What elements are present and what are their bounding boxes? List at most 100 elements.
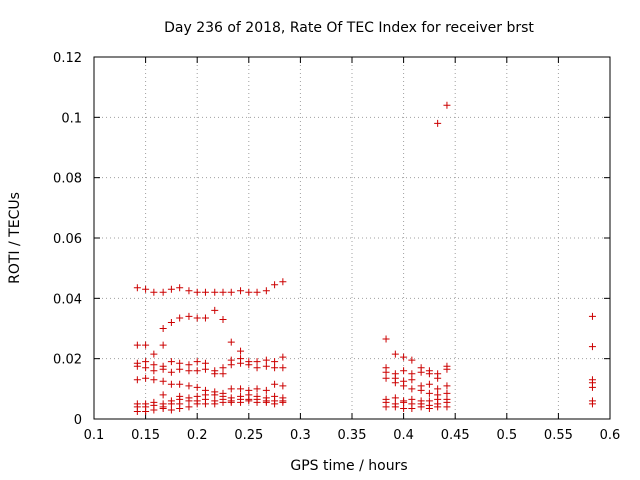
data-point — [400, 398, 408, 406]
data-point — [227, 398, 235, 406]
data-point — [185, 287, 193, 295]
data-point — [193, 367, 201, 375]
data-point — [271, 281, 279, 289]
data-point — [279, 364, 287, 372]
data-point — [219, 370, 227, 378]
data-point — [443, 362, 451, 370]
data-point — [253, 288, 261, 296]
data-point — [159, 365, 167, 373]
data-point — [408, 370, 416, 378]
data-point — [425, 404, 433, 412]
y-axis-label: ROTI / TECUs — [7, 192, 23, 284]
data-point — [434, 403, 442, 411]
data-point — [400, 404, 408, 412]
data-point — [227, 338, 235, 346]
data-point — [253, 358, 261, 366]
data-point — [133, 341, 141, 349]
data-point — [219, 398, 227, 406]
data-point — [167, 358, 175, 366]
data-point — [271, 364, 279, 372]
data-point — [434, 385, 442, 393]
data-point — [142, 358, 150, 366]
data-point — [159, 325, 167, 332]
data-point — [245, 361, 253, 369]
data-point — [253, 385, 261, 393]
data-point — [176, 314, 184, 322]
x-tick-label: 0.35 — [338, 428, 367, 443]
data-point — [443, 101, 451, 109]
data-point — [150, 406, 158, 414]
data-point — [262, 362, 270, 370]
data-point — [382, 374, 390, 382]
data-point — [588, 312, 596, 320]
x-tick-label: 0.1 — [84, 428, 105, 443]
data-point — [150, 376, 158, 384]
data-point — [167, 318, 175, 326]
data-point — [193, 314, 201, 322]
y-tick-label: 0.06 — [53, 232, 82, 247]
data-point — [219, 364, 227, 372]
data-point — [133, 284, 141, 292]
data-point — [176, 284, 184, 292]
data-point — [167, 400, 175, 408]
data-point — [588, 400, 596, 408]
data-point — [159, 404, 167, 412]
data-point — [237, 398, 245, 406]
data-point — [142, 374, 150, 382]
data-point — [443, 389, 451, 397]
data-point — [237, 359, 245, 367]
data-point — [159, 377, 167, 385]
data-point — [400, 367, 408, 375]
data-point — [211, 288, 219, 296]
data-point — [176, 365, 184, 373]
data-point — [142, 364, 150, 372]
data-point — [588, 383, 596, 391]
data-point — [434, 119, 442, 127]
data-point — [237, 287, 245, 295]
data-point — [185, 361, 193, 369]
data-point — [245, 288, 253, 296]
data-point — [142, 341, 150, 349]
tick-labels: 0.1 0.15 0.2 0.25 0.3 0.35 0.4 0.45 0.5 0.55 0.600… — [53, 51, 620, 443]
data-point — [142, 407, 150, 415]
data-point — [227, 385, 235, 393]
y-tick-label: 0.1 — [61, 111, 82, 126]
y-tick-label: 0 — [74, 413, 82, 428]
data-point — [133, 407, 141, 415]
data-point — [237, 347, 245, 355]
data-point — [391, 394, 399, 402]
grid-lines — [94, 57, 610, 419]
data-point — [159, 341, 167, 349]
data-point — [271, 380, 279, 388]
x-tick-label: 0.2 — [187, 428, 208, 443]
data-point — [150, 288, 158, 296]
data-point — [417, 386, 425, 394]
x-tick-label: 0.25 — [234, 428, 263, 443]
data-point — [211, 391, 219, 399]
data-point — [227, 288, 235, 296]
data-point — [443, 382, 451, 390]
y-tick-label: 0.02 — [53, 353, 82, 368]
data-point — [133, 376, 141, 384]
data-point — [176, 359, 184, 367]
data-point — [167, 380, 175, 388]
x-tick-label: 0.6 — [600, 428, 621, 443]
data-point — [185, 312, 193, 320]
data-point — [279, 382, 287, 390]
data-point — [434, 374, 442, 382]
data-point — [185, 403, 193, 411]
data-point — [391, 350, 399, 358]
x-tick-label: 0.55 — [544, 428, 573, 443]
data-point — [279, 353, 287, 361]
data-point — [253, 398, 261, 406]
data-point — [425, 370, 433, 378]
data-point — [201, 314, 209, 322]
data-point — [142, 285, 150, 293]
data-point — [408, 404, 416, 412]
x-tick-label: 0.45 — [441, 428, 470, 443]
data-point — [417, 403, 425, 411]
data-point — [262, 386, 270, 394]
data-point — [382, 368, 390, 376]
data-point — [193, 358, 201, 366]
data-point — [408, 376, 416, 384]
